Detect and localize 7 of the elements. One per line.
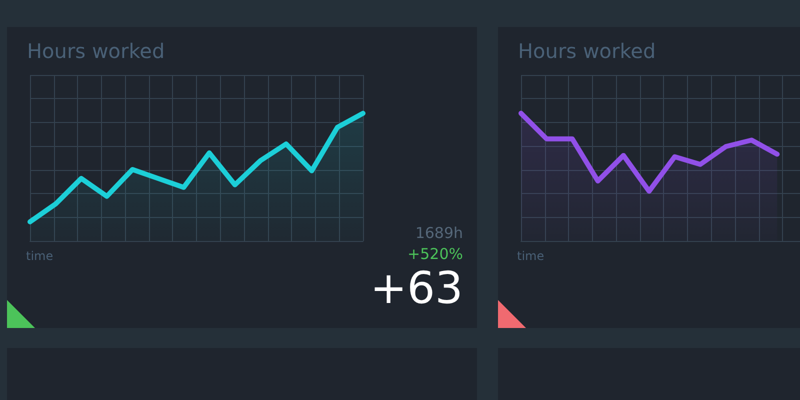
x-axis-title: time — [26, 249, 54, 263]
x-axis-title: time — [517, 249, 544, 263]
chart-title: Hours worked — [518, 39, 656, 63]
text: +520% — [408, 245, 463, 263]
text: 1689h — [415, 224, 463, 242]
chart-title: Hours worked — [27, 39, 165, 63]
text: +63 — [370, 263, 463, 314]
